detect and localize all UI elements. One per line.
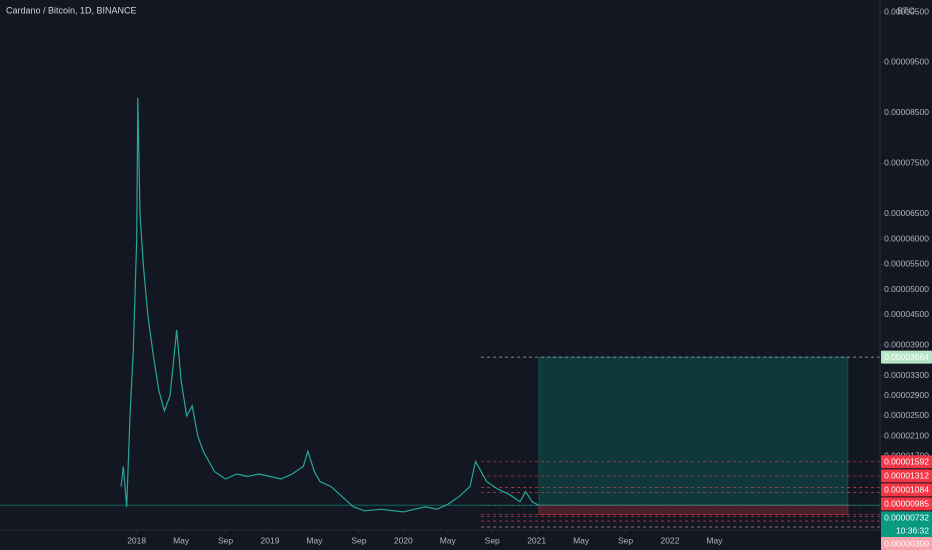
loss-zone [538,504,849,516]
currency-label: BTC [898,5,915,15]
price-tag [881,537,932,550]
y-tick-label: 0.00005000 [884,284,929,294]
y-tick-label: 0.00004500 [884,309,929,319]
x-tick-label: May [573,535,590,545]
x-tick-label: Sep [218,535,233,545]
y-tick-label: 0.00008500 [884,107,929,117]
x-tick-label: 2022 [661,535,680,545]
price-tag [881,511,932,538]
x-tick-label: May [173,535,190,545]
countdown-label: 10:36:32 [896,526,929,536]
x-tick-label: 2019 [261,535,280,545]
price-tag [881,483,932,497]
x-tick-label: May [306,535,323,545]
y-tick-label: 0.00006500 [884,208,929,218]
y-tick-label: 0.00005500 [884,259,929,269]
y-tick-label: 0.00002500 [884,410,929,420]
price-tag-label: 0.00001084 [884,485,929,495]
x-tick-label: Sep [485,535,500,545]
y-tick-label: 0.00002900 [884,390,929,400]
y-tick-label: 0.00006000 [884,233,929,243]
profit-zone [538,356,849,506]
y-tick-label: 0.00010500 [884,6,929,16]
x-tick-label: 2020 [394,535,413,545]
price-tag-label: 0.00000732 [884,513,929,523]
x-tick-label: May [706,535,723,545]
price-tag-label: 0.00001312 [884,471,929,481]
price-line [120,97,540,513]
chart-title: Cardano / Bitcoin, 1D, BINANCE [6,5,137,15]
price-tag [881,497,932,511]
y-tick-label: 0.00003300 [884,370,929,380]
price-tag [881,455,932,469]
x-tick-label: Sep [351,535,366,545]
x-tick-label: 2018 [127,535,146,545]
y-tick-label: 0.00007500 [884,158,929,168]
x-tick-label: 2021 [527,535,546,545]
x-tick-label: Sep [618,535,633,545]
y-tick-label: 0.00009500 [884,57,929,67]
price-tag-label: 0.00001592 [884,457,929,467]
price-tag [881,350,932,364]
price-tag-label: 0.00000300 [884,538,929,548]
x-tick-label: May [440,535,457,545]
price-tag [881,469,932,483]
y-tick-label: 0.00002100 [884,430,929,440]
plot-area [0,97,880,528]
y-tick-label: 0.00003900 [884,339,929,349]
axis: 2018 May Sep 2019 May Sep 2020 May Sep 2021 May Sep… [127,6,932,550]
price-tag-label: 0.00000985 [884,499,929,509]
price-tag-label: 0.00003664 [884,352,929,362]
